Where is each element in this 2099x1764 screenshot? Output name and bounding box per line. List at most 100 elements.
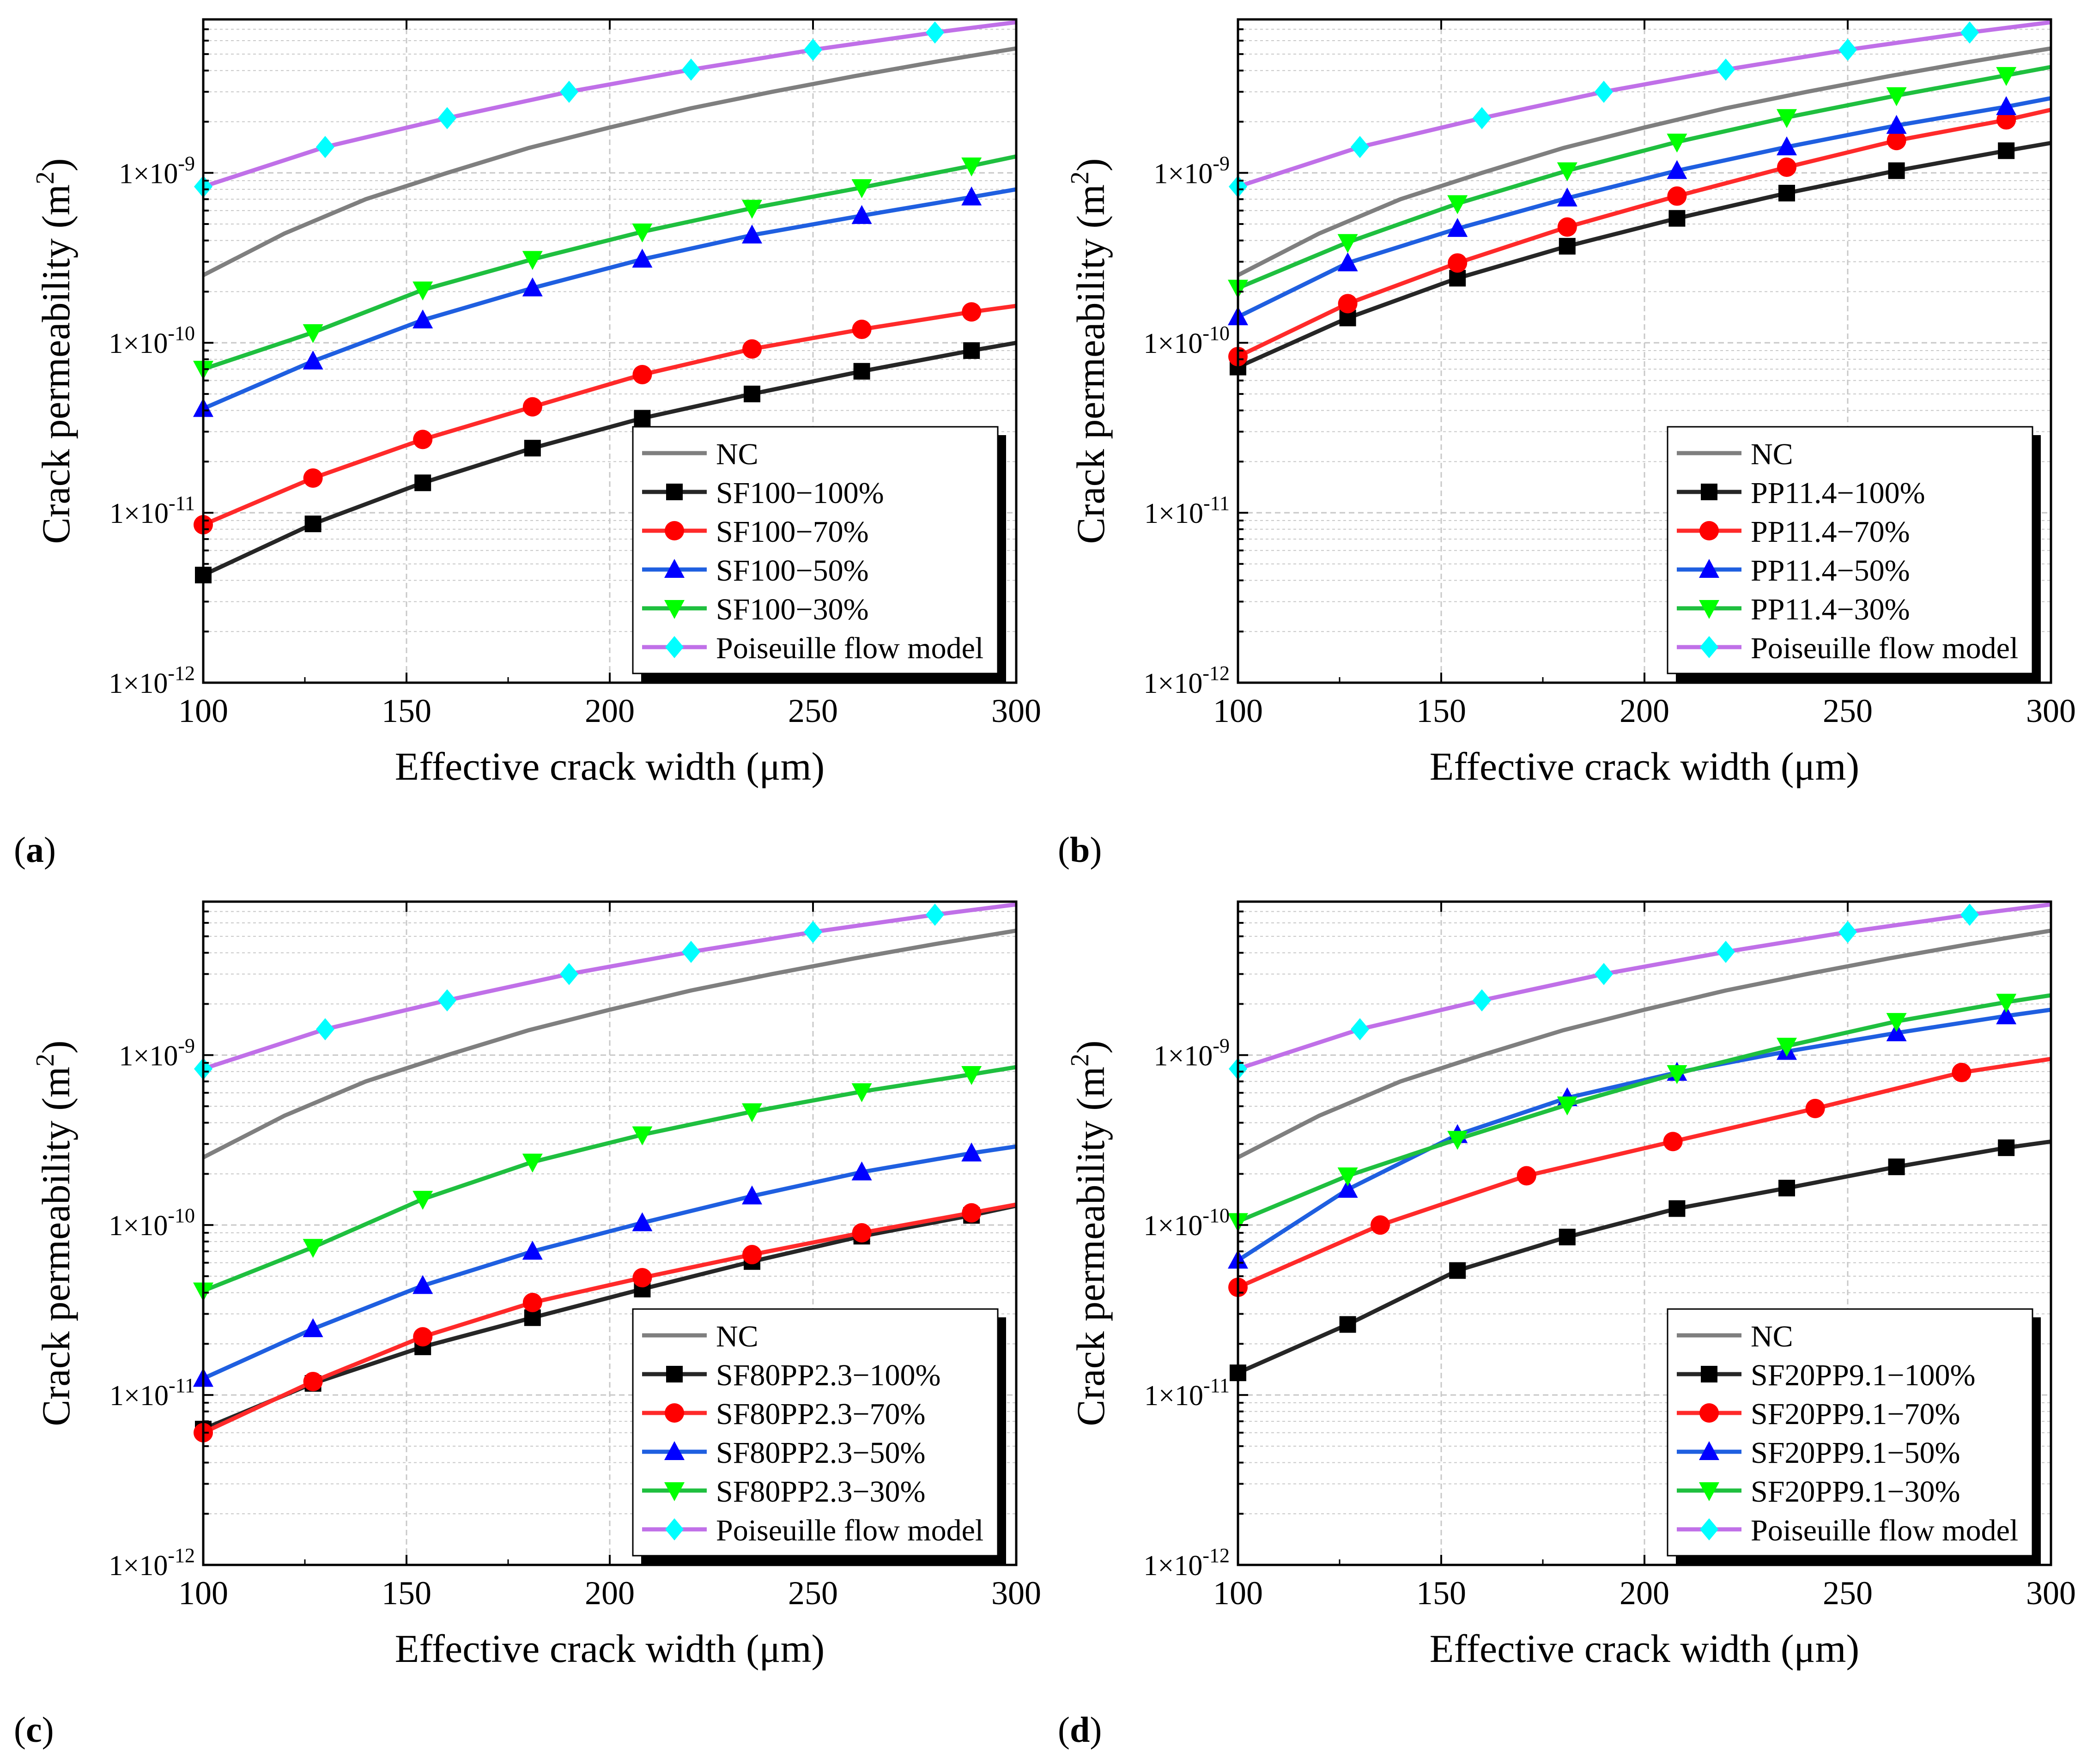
- data-point: [1371, 1215, 1390, 1235]
- data-point: [742, 339, 762, 359]
- data-point: [1888, 1158, 1905, 1176]
- data-point: [963, 342, 980, 359]
- series-line: [202, 46, 1017, 277]
- legend-marker: [1699, 559, 1719, 578]
- data-point: [303, 1318, 323, 1337]
- x-tick-label: 100: [1213, 692, 1263, 729]
- data-point: [413, 281, 433, 301]
- x-tick-label: 300: [2026, 692, 2076, 729]
- panel-label-a: (a): [14, 830, 56, 870]
- x-tick-label: 200: [1620, 692, 1669, 729]
- data-point: [438, 989, 456, 1012]
- data-point: [1557, 162, 1577, 182]
- data-point: [303, 1371, 323, 1391]
- data-point: [522, 251, 543, 270]
- series-group: [1228, 20, 2051, 376]
- legend-marker: [1701, 1366, 1717, 1382]
- data-point: [632, 1212, 653, 1231]
- chart-a: 100 150 200 250 300 1×10-12 1×10-11 1×10-10 1×10…: [31, 18, 1041, 788]
- x-tick-label: 150: [382, 692, 431, 729]
- data-point: [1667, 186, 1687, 206]
- data-point: [1337, 234, 1358, 253]
- legend-label: SF80PP2.3−70%: [716, 1397, 926, 1431]
- y-tick-label: 1×10-11: [109, 1374, 195, 1412]
- data-point: [1960, 21, 1979, 44]
- y-tick-label: 1×10-12: [109, 1544, 195, 1582]
- panel-label-b: (b): [1058, 830, 1102, 870]
- data-point: [1473, 107, 1491, 129]
- data-point: [413, 1275, 433, 1294]
- data-point: [1663, 1132, 1683, 1152]
- x-tick-label: 200: [585, 1575, 635, 1612]
- legend-marker: [664, 1482, 685, 1501]
- data-point: [1886, 115, 1907, 134]
- data-point: [634, 410, 651, 427]
- legend-label: NC: [1751, 437, 1793, 471]
- data-point: [1996, 67, 2017, 86]
- x-tick-label: 100: [178, 1575, 228, 1612]
- data-point: [852, 320, 872, 339]
- data-point: [1838, 38, 1857, 61]
- data-point: [1337, 1179, 1358, 1198]
- legend-label: SF100−100%: [716, 476, 884, 510]
- data-point: [1888, 162, 1905, 179]
- data-point: [962, 1203, 982, 1223]
- y-tick-label: 1×10-11: [1144, 1374, 1230, 1412]
- data-point: [1777, 1037, 1797, 1057]
- data-point: [1559, 1229, 1576, 1246]
- data-point: [522, 277, 543, 297]
- legend-label: PP11.4−30%: [1751, 593, 1910, 626]
- data-point: [524, 440, 541, 457]
- legend-marker: [1699, 1482, 1719, 1501]
- data-point: [961, 158, 982, 177]
- data-point: [413, 1327, 433, 1347]
- data-point: [742, 200, 762, 219]
- panel-label-d: (d): [1058, 1709, 1102, 1750]
- data-point: [1805, 1098, 1825, 1118]
- y-tick-label: 1×10-10: [1143, 322, 1230, 359]
- chart-c: 100 150 200 250 300 1×10-12 1×10-11 1×10-10 1×10…: [31, 900, 1041, 1671]
- data-point: [851, 1083, 872, 1103]
- data-point: [926, 21, 944, 44]
- data-point: [853, 363, 870, 380]
- series-line: [1237, 902, 2051, 1071]
- data-point: [560, 80, 578, 103]
- data-point: [742, 1185, 762, 1205]
- series-group: [193, 20, 1017, 583]
- data-point: [1557, 217, 1577, 237]
- panel-label-c: (c): [14, 1709, 54, 1750]
- data-point: [742, 1245, 762, 1265]
- y-tick-label: 1×10-10: [1143, 1204, 1230, 1242]
- data-point: [1447, 218, 1468, 237]
- y-tick-label: 1×10-9: [1153, 1034, 1230, 1072]
- x-tick-label: 250: [1823, 692, 1873, 729]
- legend-box: [1667, 1308, 2033, 1557]
- legend-label: SF20PP9.1−30%: [1751, 1475, 1960, 1509]
- legend: NC SF20PP9.1−100% SF20PP9.1−70% SF20PP9.1−5…: [1667, 1308, 2041, 1564]
- x-tick-label: 150: [1416, 692, 1466, 729]
- data-point: [804, 921, 822, 943]
- series-group: [193, 902, 1017, 1443]
- legend-marker: [666, 1366, 683, 1382]
- x-tick-label: 250: [788, 1575, 838, 1612]
- data-point: [851, 179, 872, 198]
- legend-marker: [665, 521, 684, 540]
- data-point: [632, 223, 653, 242]
- legend-label: SF100−70%: [716, 515, 869, 549]
- y-axis-label: Crack permeability (m2): [31, 1040, 78, 1426]
- y-axis-label: Crack permeability (m2): [31, 158, 78, 544]
- chart-d: 100 150 200 250 300 1×10-12 1×10-11 1×10-10 1×10…: [1066, 900, 2076, 1671]
- data-point: [1717, 940, 1735, 963]
- data-point: [414, 474, 431, 491]
- data-point: [438, 107, 456, 129]
- data-point: [961, 1066, 982, 1085]
- data-point: [1667, 160, 1687, 179]
- legend-marker: [664, 559, 685, 578]
- data-point: [962, 302, 982, 322]
- data-point: [926, 903, 944, 926]
- data-point: [1447, 1131, 1468, 1150]
- legend-label: Poiseuille flow model: [1751, 1514, 2018, 1547]
- data-point: [1838, 921, 1857, 943]
- series-line: [1237, 928, 2051, 1159]
- data-point: [1886, 87, 1907, 106]
